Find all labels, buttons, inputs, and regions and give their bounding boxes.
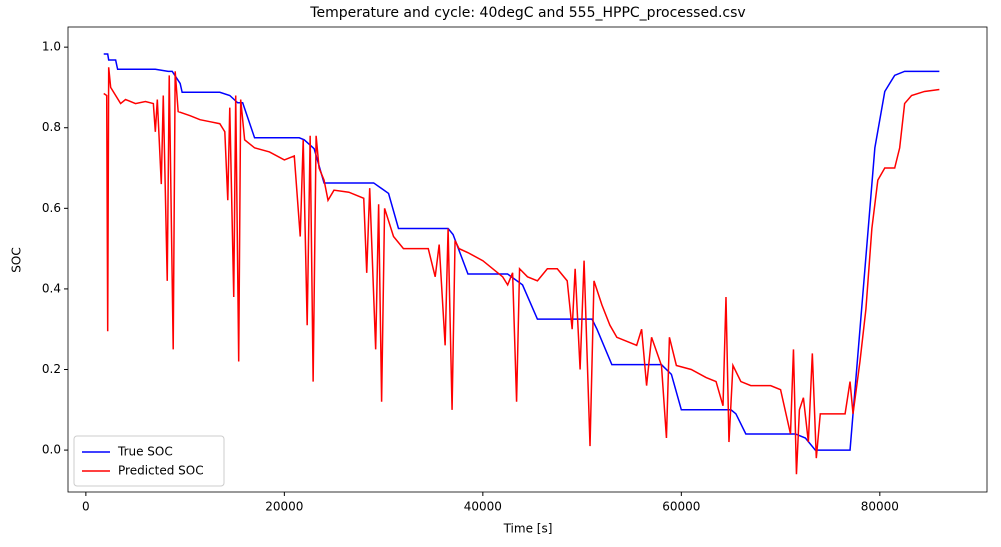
chart-title: Temperature and cycle: 40degC and 555_HP… (309, 5, 745, 21)
series-line (103, 67, 940, 475)
x-tick-label: 0 (82, 500, 90, 514)
y-axis-label: SOC (10, 247, 24, 272)
x-tick-label: 20000 (265, 500, 303, 514)
legend-box (73, 435, 225, 487)
legend-label: Predicted SOC (118, 464, 204, 478)
y-tick-label: 0.2 (42, 362, 61, 376)
y-tick-label: 0.8 (42, 120, 61, 134)
y-tick-label: 0.0 (42, 443, 61, 457)
plot-frame (67, 26, 988, 493)
legend-label: True SOC (117, 445, 173, 459)
x-tick-label: 60000 (662, 500, 700, 514)
x-tick-label: 80000 (861, 500, 899, 514)
x-axis-label: Time [s] (503, 522, 553, 536)
y-tick-label: 0.6 (42, 201, 61, 215)
x-tick-label: 40000 (464, 500, 502, 514)
y-tick-label: 0.4 (42, 281, 61, 295)
y-tick-label: 1.0 (42, 40, 61, 54)
